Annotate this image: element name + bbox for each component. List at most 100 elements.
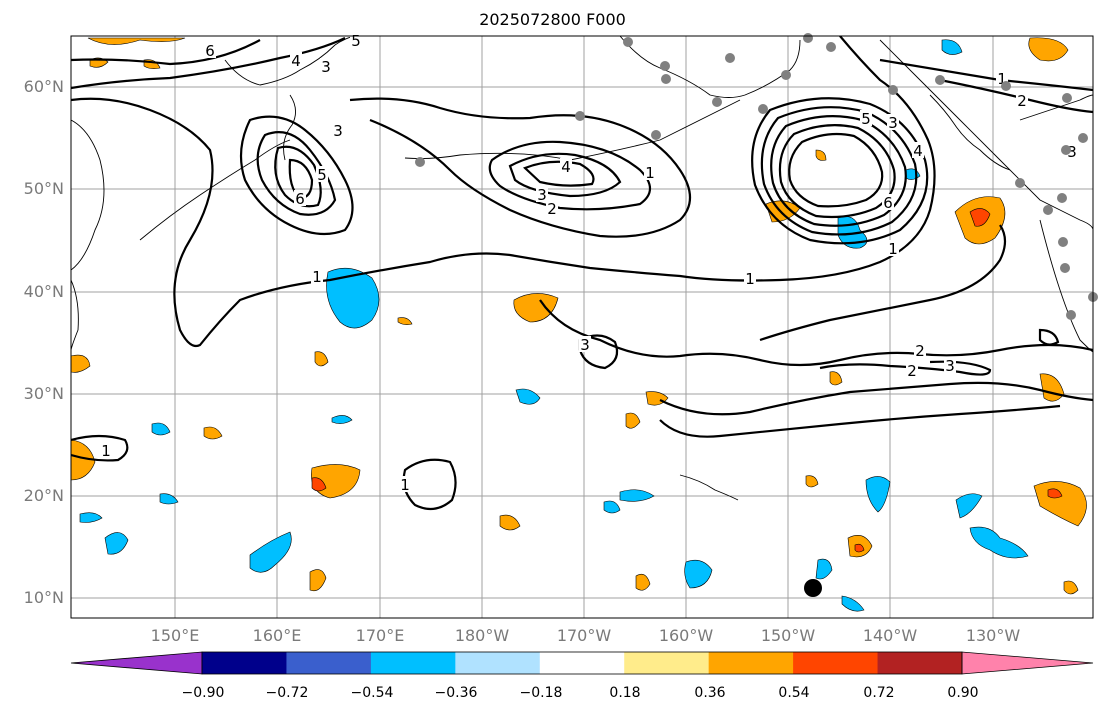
station-dot: [651, 130, 661, 140]
contour-label: 3: [537, 186, 547, 204]
lat-label-30n: 30°N: [23, 384, 64, 403]
anomaly-blob: [625, 412, 641, 429]
contour-label: 5: [317, 166, 327, 184]
anomaly-blob: [969, 526, 1029, 559]
colorbar-tick: 0.18: [609, 685, 641, 701]
station-dot: [660, 61, 670, 71]
lon-label-160w: 160°W: [658, 626, 714, 645]
station-dot: [803, 33, 813, 43]
station-dot: [781, 70, 791, 80]
anomaly-blob: [815, 149, 827, 161]
anomaly-blob: [805, 475, 819, 488]
contour-label: 3: [333, 122, 343, 140]
contour-label: 1: [312, 268, 322, 286]
anomaly-blob: [71, 439, 96, 481]
contour-label: 6: [295, 190, 305, 208]
contour-label: 6: [883, 194, 893, 212]
colorbar-tick: −0.36: [434, 685, 478, 701]
anomaly-blob: [151, 422, 171, 436]
colorbar-box: [202, 652, 287, 674]
colorbar-tick: 0.36: [694, 685, 726, 701]
contour-label: 5: [861, 110, 871, 128]
anomaly-blob: [1039, 373, 1065, 402]
station-markers: [415, 33, 1098, 320]
coastlines: [71, 36, 1093, 501]
colorbar-box: [793, 652, 879, 674]
anomaly-blob: [603, 500, 621, 514]
colorbar-tick: 0.72: [863, 685, 895, 701]
lat-label-50n: 50°N: [23, 179, 64, 198]
contour-label: 3: [945, 357, 955, 375]
station-dot: [661, 74, 671, 84]
lat-label-20n: 20°N: [23, 486, 64, 505]
contour-label: 4: [913, 142, 923, 160]
anomaly-blob: [104, 532, 129, 555]
station-dot: [712, 97, 722, 107]
contour-lines: [71, 36, 1093, 511]
graticule: [71, 36, 1093, 618]
station-dot: [758, 104, 768, 114]
contour-label: 2: [547, 200, 557, 218]
station-dot: [575, 111, 585, 121]
anomaly-blob: [841, 595, 865, 612]
lon-label-170e: 170°E: [355, 626, 405, 645]
anomaly-blob: [309, 569, 327, 592]
station-dot: [888, 85, 898, 95]
anomaly-blob: [515, 388, 541, 405]
anomaly-blob: [815, 558, 833, 580]
lon-label-150e: 150°E: [150, 626, 200, 645]
station-dot: [623, 37, 633, 47]
contour-label: 3: [580, 336, 590, 354]
station-dot: [1043, 205, 1053, 215]
anomaly-blob: [1063, 580, 1079, 595]
contour-label: 3: [888, 114, 898, 132]
colorbar-tick: −0.18: [519, 685, 563, 701]
anomaly-blob: [1028, 37, 1069, 62]
anomaly-blob: [311, 477, 327, 492]
colorbar-box: [539, 652, 625, 674]
colorbar-box: [370, 652, 456, 674]
anomaly-blob: [159, 493, 179, 505]
colorbar-extend-high: [961, 651, 1094, 675]
colorbar-box: [286, 652, 372, 674]
station-dot: [1001, 81, 1011, 91]
map-title: 2025072800 F000: [479, 10, 626, 29]
anomaly-blob: [326, 267, 380, 329]
contour-label: 1: [997, 70, 1007, 88]
contour-label: 1: [400, 476, 410, 494]
anomaly-blob: [314, 351, 329, 367]
station-dot: [1060, 263, 1070, 273]
colorbar-box: [455, 652, 541, 674]
colorbar-tick: −0.90: [181, 685, 225, 701]
colorbar-outline: [201, 651, 963, 675]
station-dot: [725, 53, 735, 63]
station-dot: [1015, 178, 1025, 188]
lat-label-40n: 40°N: [23, 282, 64, 301]
contour-label: 1: [101, 442, 111, 460]
lon-label-140w: 140°W: [862, 626, 918, 645]
anomaly-blob: [955, 493, 983, 519]
colorbar-tick: 0.90: [947, 685, 979, 701]
colorbar-box: [708, 652, 794, 674]
station-dot: [826, 42, 836, 52]
colorbar-tick: −0.54: [350, 685, 394, 701]
anomaly-blob: [829, 371, 843, 386]
anomaly-blob: [249, 531, 292, 573]
anomaly-blob: [635, 573, 651, 591]
station-dot: [1062, 93, 1072, 103]
anomaly-blob: [905, 168, 921, 180]
contour-label: 2: [915, 342, 925, 360]
contour-label: 4: [561, 158, 571, 176]
anomaly-blob: [619, 489, 655, 502]
anomaly-blob: [79, 512, 103, 523]
anomaly-blob: [865, 476, 891, 513]
colorbar-tick: −0.72: [265, 685, 309, 701]
anomaly-blob: [854, 543, 865, 553]
station-dot: [1061, 145, 1071, 155]
anomaly-blob: [513, 293, 559, 323]
station-dot: [935, 75, 945, 85]
colorbar: [70, 651, 1094, 675]
contour-label: 2: [1017, 92, 1027, 110]
